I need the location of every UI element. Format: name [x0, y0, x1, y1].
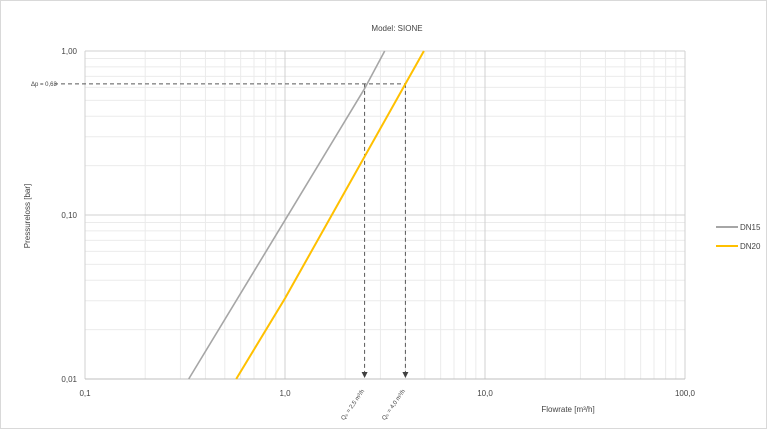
chart-title: Model: SIONE — [371, 24, 422, 33]
series-line-dn20 — [235, 50, 425, 380]
x-tick-label: 0,1 — [79, 389, 91, 398]
legend-label-dn15: DN15 — [740, 223, 761, 232]
down-arrow-icon — [361, 372, 368, 378]
major-gridlines — [84, 50, 686, 380]
y-tick-label: 0,10 — [61, 211, 77, 220]
y-tick-label: 1,00 — [61, 47, 77, 56]
x-tick-label: 10,0 — [477, 389, 493, 398]
down-arrow-icon — [402, 372, 409, 378]
legend-label-dn20: DN20 — [740, 242, 761, 251]
x-axis-label: Flowrate [m³/h] — [541, 405, 594, 414]
x-tick-label: 1,0 — [279, 389, 291, 398]
dp-label: Δp = 0,63 — [31, 82, 58, 88]
x-tick-label: 100,0 — [675, 389, 696, 398]
y-axis-label: Pressureloss [bar] — [23, 184, 32, 248]
series-line-dn15 — [188, 50, 386, 380]
series-lines — [188, 50, 425, 380]
y-tick-label: 0,01 — [61, 375, 77, 384]
legend: DN15 DN20 — [716, 223, 761, 251]
tick-labels: 0,1 1,0 10,0 100,0 0,01 0,10 1,00 — [61, 47, 695, 398]
